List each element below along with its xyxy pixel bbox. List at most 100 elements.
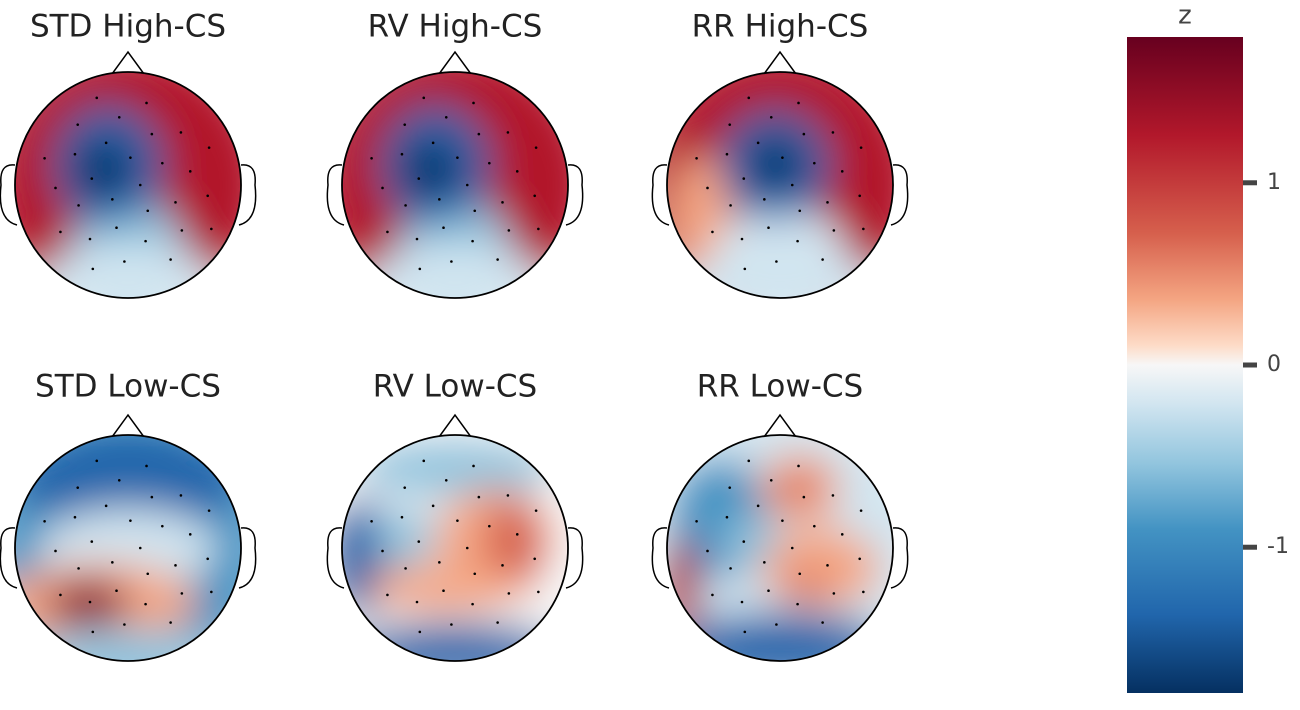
sensor: [725, 515, 729, 519]
sensor: [507, 592, 511, 595]
sensor: [76, 123, 80, 126]
head-outline: [341, 434, 569, 662]
topomap: [15, 72, 241, 298]
sensor: [438, 198, 441, 201]
ear: [890, 164, 909, 226]
sensor: [54, 549, 57, 553]
field-blob: [28, 628, 228, 661]
nose: [438, 50, 472, 75]
sensor: [43, 520, 46, 523]
sensor: [431, 141, 435, 145]
sensor: [169, 621, 172, 624]
sensor: [743, 267, 747, 271]
topomap-field: [667, 435, 893, 661]
sensor: [858, 194, 861, 198]
sensor: [422, 96, 426, 100]
topomap-field: [667, 72, 893, 298]
ear: [0, 527, 18, 589]
sensor: [210, 590, 213, 594]
panel-title: RR Low-CS: [697, 369, 864, 405]
sensor: [54, 186, 57, 190]
sensor: [456, 519, 459, 522]
sensor: [797, 101, 800, 105]
sensor: [91, 630, 95, 634]
sensor: [473, 572, 477, 576]
sensor: [743, 630, 747, 634]
sensor: [111, 198, 114, 201]
sensor: [821, 621, 824, 624]
topomap: [667, 435, 893, 661]
topomap: [342, 435, 568, 661]
sensor: [472, 464, 475, 468]
sensor: [174, 564, 177, 567]
topomap: [667, 72, 893, 298]
sensor: [415, 237, 419, 241]
sensor: [742, 177, 746, 180]
sensor: [501, 564, 504, 567]
field-blob: [670, 613, 890, 661]
sensor: [465, 183, 469, 187]
ear: [565, 527, 584, 589]
sensor: [43, 157, 46, 160]
ear: [565, 164, 584, 226]
sensor: [144, 239, 147, 243]
sensor: [90, 540, 94, 543]
sensor: [769, 115, 773, 119]
sensor: [740, 600, 744, 604]
topomap-field: [342, 435, 568, 661]
sensor: [695, 157, 698, 160]
sensor: [769, 478, 773, 482]
sensor: [161, 524, 164, 528]
sensor: [111, 561, 114, 564]
sensor: [725, 152, 729, 156]
sensor: [831, 494, 835, 497]
sensor: [507, 229, 511, 232]
sensor: [763, 561, 766, 564]
head-outline: [666, 434, 894, 662]
sensor: [450, 260, 453, 263]
sensor: [431, 504, 435, 508]
sensor: [180, 229, 184, 232]
sensor: [129, 156, 132, 159]
head-outline: [14, 71, 242, 299]
sensor: [450, 623, 453, 626]
sensor: [73, 515, 77, 519]
ear: [238, 164, 257, 226]
sensor: [728, 123, 732, 126]
sensor: [91, 267, 95, 271]
sensor: [832, 229, 836, 232]
field-blob: [785, 573, 825, 603]
sensor: [740, 237, 744, 241]
sensor: [781, 156, 784, 159]
sensor: [73, 152, 77, 156]
tick-label: 0: [1267, 352, 1281, 377]
sensor: [417, 540, 421, 543]
sensor: [418, 267, 422, 271]
sensor: [472, 101, 475, 105]
field-blob: [747, 137, 803, 193]
sensor: [747, 459, 751, 463]
nose: [438, 413, 472, 438]
sensor: [790, 546, 794, 550]
field-blob: [73, 140, 133, 200]
field-blob: [667, 538, 700, 638]
sensor: [756, 141, 760, 145]
sensor: [117, 115, 121, 119]
sensor: [386, 230, 389, 234]
sensor: [790, 183, 794, 187]
sensor: [59, 593, 62, 597]
panel-title: STD High-CS: [30, 9, 226, 45]
sensor: [415, 600, 419, 604]
sensor: [756, 504, 760, 508]
sensor: [207, 146, 211, 149]
sensor: [150, 132, 154, 136]
sensor: [821, 258, 824, 261]
sensor: [438, 561, 441, 564]
sensor: [728, 486, 732, 489]
sensor: [477, 495, 481, 499]
colorbar-label: z: [1178, 1, 1192, 31]
sensor: [403, 123, 407, 126]
sensor: [533, 194, 536, 198]
sensor: [858, 557, 861, 561]
panel-title: RR High-CS: [692, 9, 869, 45]
